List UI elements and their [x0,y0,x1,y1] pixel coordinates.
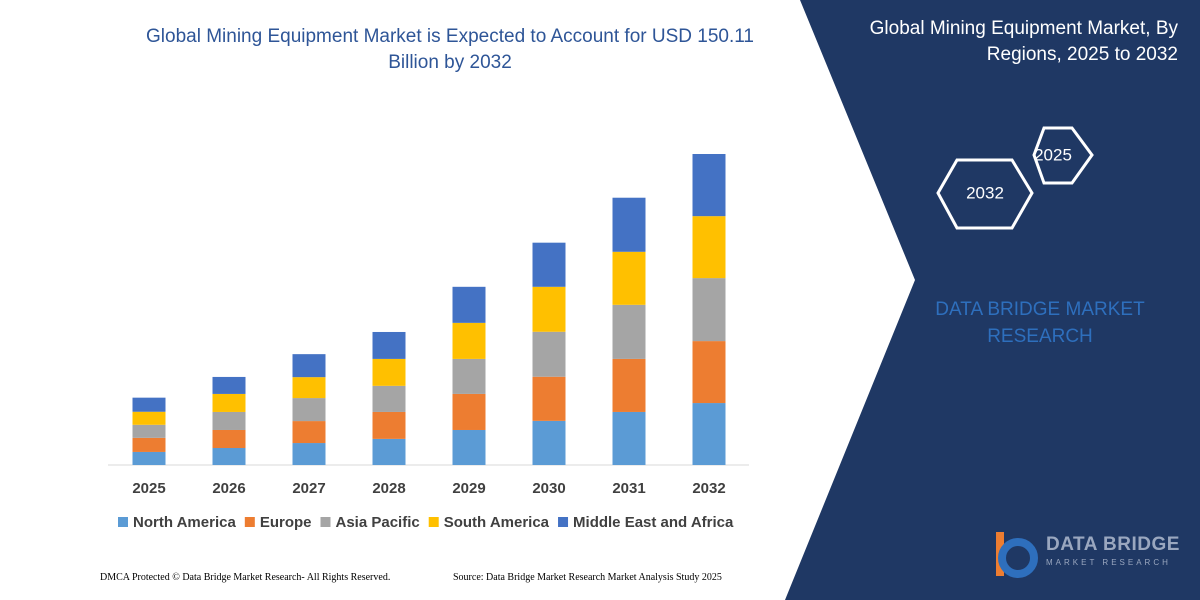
bar-segment [692,341,726,404]
bar-segment [532,286,566,332]
bar-segment [372,358,406,386]
bar-segment [132,397,166,412]
bar-segment [612,358,646,412]
bar-segment [692,154,726,217]
legend-swatch [558,517,569,527]
bar-segment [292,398,326,422]
brand: DATA BRIDGE MARKET RESEARCH [935,299,1145,347]
bar-segment [532,242,566,287]
bar-segment [692,278,726,342]
bar-segment [132,451,166,465]
x-tick-label: 2026 [212,480,245,497]
bar-segment [212,376,246,394]
bar-segment [292,421,326,444]
bar-segment [292,377,326,399]
legend-label: Asia Pacific [336,514,420,531]
side-panel [785,0,1200,600]
legend-swatch [320,517,331,527]
bar-segment [212,448,246,465]
logo-icon [996,532,1038,578]
bar-segment [612,411,646,465]
x-tick-label: 2028 [372,480,405,497]
bar-segment [372,438,406,465]
x-tick-label: 2030 [532,480,565,497]
footer-right: Source: Data Bridge Market Research Mark… [453,572,722,583]
footer-left: DMCA Protected © Data Bridge Market Rese… [100,572,391,583]
hexagon-label: 2025 [1034,145,1072,164]
bar-segment [532,331,566,377]
legend-swatch [244,517,255,527]
x-tick-label: 2025 [132,480,165,497]
bar-segment [612,197,646,252]
bar-segment [372,331,406,359]
bar-segment [692,216,726,279]
bar-segment [612,251,646,305]
bar-segment [132,411,166,425]
bar-segment [372,411,406,439]
legend-swatch [428,517,439,527]
bar-segment [292,354,326,378]
x-tick-label: 2032 [692,480,725,497]
logo-name: DATA BRIDGE [1046,534,1180,555]
bar-segment [452,322,486,359]
x-tick-label: 2031 [612,480,645,497]
bar-segment [452,429,486,465]
bar-segment [452,393,486,430]
bar-segment [692,403,726,465]
panel-title: Global Mining Equipment Market, By Regio… [869,18,1178,65]
bar-segment [292,443,326,465]
hexagon-label: 2032 [966,183,1004,202]
bar-segment [452,358,486,394]
x-tick-label: 2029 [452,480,485,497]
logo-tagline: MARKET RESEARCH [1046,558,1171,567]
bar-segment [212,393,246,412]
bar-segment [132,424,166,438]
bar-segment [212,429,246,449]
bar-segment [532,420,566,465]
legend-label: North America [133,514,236,531]
bar-segment [372,385,406,412]
bar-segment [212,411,246,430]
hexagons [936,126,1094,230]
legend-label: Europe [260,514,312,531]
bar-segment [532,376,566,421]
legend-swatch [118,517,128,527]
bar-segment [132,437,166,452]
bar-segment [612,304,646,359]
bar-segment [452,286,486,323]
legend-label: Middle East and Africa [573,514,734,531]
chart-title: Global Mining Equipment Market is Expect… [146,26,754,73]
x-tick-label: 2027 [292,480,325,497]
legend-label: South America [444,514,550,531]
